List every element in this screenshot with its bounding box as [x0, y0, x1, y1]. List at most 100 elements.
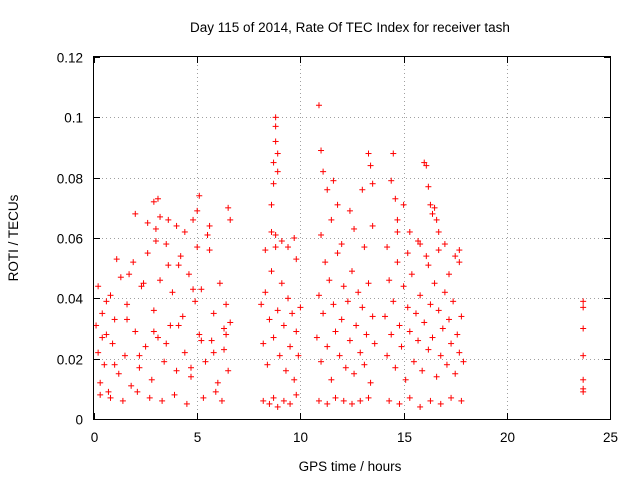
data-point — [272, 123, 279, 130]
data-point — [150, 328, 157, 335]
x-tick-label: 5 — [194, 430, 202, 445]
data-point — [268, 201, 275, 208]
data-point — [227, 319, 234, 326]
data-point — [394, 216, 401, 223]
data-point — [417, 241, 424, 248]
data-point — [274, 150, 281, 157]
y-tick-label: 0.02 — [57, 353, 83, 368]
data-points — [93, 102, 587, 410]
data-point — [225, 204, 232, 211]
data-point — [446, 271, 453, 278]
data-point — [262, 289, 269, 296]
data-point — [359, 304, 366, 311]
data-point — [278, 238, 285, 245]
data-point — [179, 313, 186, 320]
data-point — [580, 325, 587, 332]
data-point — [320, 310, 327, 317]
data-point — [431, 280, 438, 287]
data-point — [406, 328, 413, 335]
data-point — [437, 400, 444, 407]
data-point — [99, 310, 106, 317]
data-point — [194, 207, 201, 214]
data-point — [107, 292, 114, 299]
data-point — [95, 349, 102, 356]
data-point — [427, 201, 434, 208]
data-point — [324, 343, 331, 350]
data-point — [454, 331, 461, 338]
data-point — [221, 346, 228, 353]
data-point — [332, 394, 339, 401]
data-point — [196, 192, 203, 199]
data-point — [326, 277, 333, 284]
data-point — [218, 397, 225, 404]
data-point — [150, 307, 157, 314]
plot-frame — [93, 56, 611, 420]
data-point — [274, 168, 281, 175]
data-point — [313, 334, 320, 341]
data-point — [93, 322, 100, 329]
data-point — [97, 379, 104, 386]
data-point — [200, 394, 207, 401]
data-point — [435, 228, 442, 235]
y-tick-label: 0.06 — [57, 232, 83, 247]
data-point — [167, 322, 174, 329]
data-point — [154, 195, 161, 202]
data-point — [272, 138, 279, 145]
data-point — [580, 304, 587, 311]
data-point — [124, 316, 131, 323]
data-point — [330, 301, 337, 308]
data-point — [412, 310, 419, 317]
data-point — [132, 328, 139, 335]
data-point — [295, 352, 302, 359]
data-point — [132, 210, 139, 217]
x-tick-label: 15 — [397, 430, 412, 445]
data-point — [365, 150, 372, 157]
data-point — [216, 280, 223, 287]
data-point — [134, 388, 141, 395]
data-point — [390, 150, 397, 157]
data-point — [169, 289, 176, 296]
data-point — [349, 268, 355, 275]
data-point — [332, 328, 339, 335]
data-point — [128, 382, 135, 389]
data-point — [282, 367, 289, 374]
data-point — [392, 195, 399, 202]
x-tick-label: 10 — [293, 430, 308, 445]
data-point — [270, 334, 277, 341]
data-point — [394, 228, 401, 235]
data-point — [138, 283, 145, 290]
x-tick-label: 0 — [91, 430, 99, 445]
data-point — [181, 228, 188, 235]
data-point — [97, 391, 104, 398]
data-point — [157, 277, 164, 284]
data-point — [406, 228, 413, 235]
data-point — [119, 397, 126, 404]
data-point — [456, 349, 463, 356]
data-point — [429, 334, 436, 341]
data-point — [580, 388, 587, 395]
data-point — [188, 364, 195, 371]
data-point — [400, 283, 407, 290]
data-point — [175, 262, 182, 269]
data-point — [223, 301, 230, 308]
data-point — [404, 250, 411, 257]
data-point — [212, 388, 219, 395]
data-point — [285, 244, 292, 251]
data-point — [423, 253, 430, 260]
data-point — [280, 322, 287, 329]
data-point — [146, 394, 153, 401]
data-point — [192, 298, 199, 305]
data-point — [190, 216, 197, 223]
data-point — [351, 225, 358, 232]
data-point — [408, 271, 415, 278]
data-point — [144, 250, 151, 257]
data-point — [221, 325, 228, 332]
data-point — [99, 334, 106, 341]
data-point — [190, 286, 197, 293]
data-point — [371, 340, 378, 347]
data-point — [433, 373, 440, 380]
data-point — [322, 259, 329, 266]
data-point — [386, 397, 393, 404]
data-point — [115, 370, 122, 377]
data-point — [384, 244, 391, 251]
